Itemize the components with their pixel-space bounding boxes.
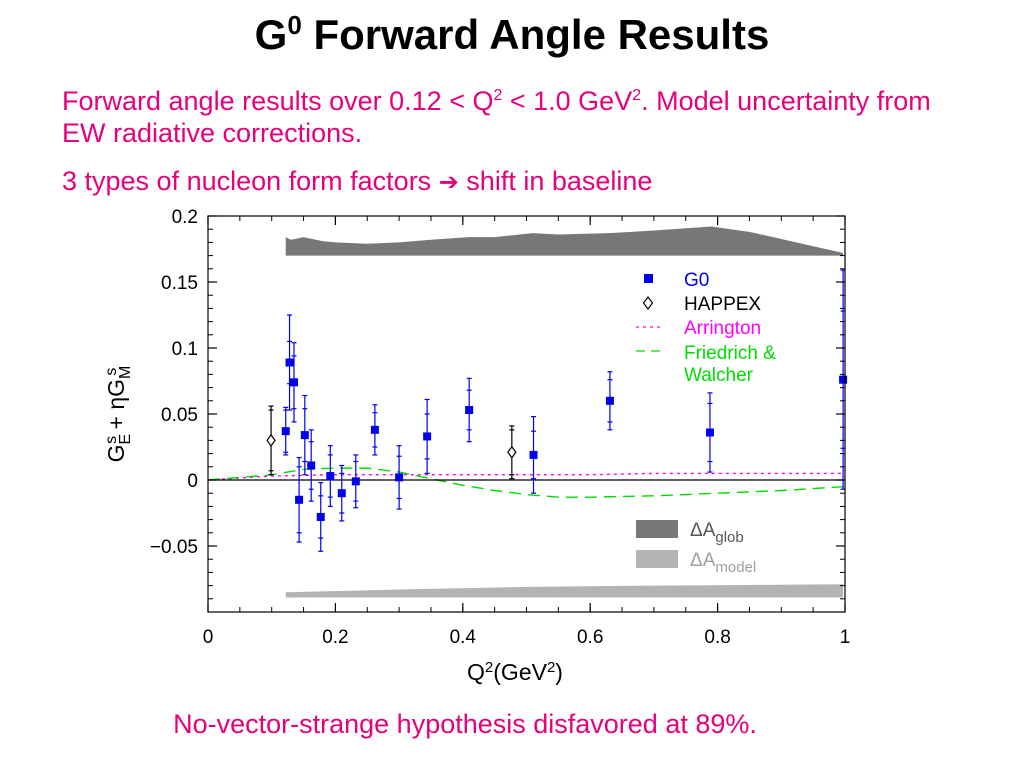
x-tick-label: 1 xyxy=(840,627,851,648)
axes-layer: 0 0.2 0.4 0.6 0.8 1 −0.05 0 0.05 0.1 0.15 0.2 xyxy=(150,207,850,648)
x-tick-label: 0.8 xyxy=(704,627,730,648)
y-tick-label: −0.05 xyxy=(150,537,198,558)
y-tick-label: 0 xyxy=(187,471,198,492)
data-point-square xyxy=(605,371,614,431)
baseline-shift-text: 3 types of nucleon form factors ➔ shift … xyxy=(62,166,653,196)
diamond-marker xyxy=(266,433,276,447)
axis-labels-layer: Q2(GeV2) GEs + ηGMs xyxy=(103,366,563,685)
data-point-square xyxy=(316,482,325,552)
legend-glob-label: ΔAglob xyxy=(690,520,744,546)
legend-happex-label: HAPPEX xyxy=(684,294,761,315)
legend-fw-label-2: Walcher xyxy=(684,365,754,386)
data-point-square xyxy=(326,445,335,507)
x-axis-label: Q2(GeV2) xyxy=(467,659,563,686)
square-marker xyxy=(307,461,316,470)
square-marker xyxy=(285,358,294,367)
data-point-square xyxy=(337,464,346,522)
conclusion-text: No-vector-strange hypothesis disfavored … xyxy=(173,709,757,739)
square-marker xyxy=(605,396,614,405)
legend-model-swatch xyxy=(636,550,678,568)
model-curve-0 xyxy=(207,472,845,481)
square-marker xyxy=(395,473,404,482)
x-tick-label: 0.2 xyxy=(322,627,348,648)
subtitle-text: Forward angle results over 0.12 < Q2 < 1… xyxy=(62,86,931,148)
data-point-square xyxy=(307,429,316,502)
data-point-square xyxy=(395,445,404,510)
square-marker xyxy=(351,477,360,486)
x-tick-label: 0 xyxy=(203,627,214,648)
legend-arrington-label: Arrington xyxy=(684,318,761,339)
data-point-square xyxy=(529,416,538,494)
square-marker xyxy=(295,495,304,504)
data-point-square xyxy=(289,342,298,423)
square-marker xyxy=(281,427,290,436)
square-marker xyxy=(839,375,848,384)
right-arrow-icon: ➔ xyxy=(438,169,459,196)
square-marker xyxy=(705,428,714,437)
square-marker xyxy=(337,489,346,498)
diamond-marker xyxy=(507,445,517,459)
x-tick-label: 0.4 xyxy=(450,627,477,648)
square-marker xyxy=(423,432,432,441)
bands-layer xyxy=(285,226,844,598)
uncertainty-band-0 xyxy=(285,226,844,256)
data-point-diamond xyxy=(507,425,517,480)
square-marker xyxy=(300,431,309,440)
data-point-square xyxy=(300,394,309,476)
data-point-square xyxy=(351,454,360,509)
slide-title: G0 Forward Angle Results xyxy=(254,10,770,58)
square-marker xyxy=(465,406,474,415)
legend-model-label: ΔAmodel xyxy=(690,550,756,576)
data-point-square xyxy=(370,404,379,456)
data-point-square xyxy=(705,392,714,473)
data-point-diamond xyxy=(266,405,276,476)
square-marker xyxy=(529,450,538,459)
x-tick-label: 0.6 xyxy=(577,627,603,648)
data-point-square xyxy=(281,406,290,456)
data-point-square xyxy=(423,398,432,474)
y-tick-label: 0.15 xyxy=(161,273,198,294)
uncertainty-band-1 xyxy=(285,584,844,598)
y-tick-label: 0.1 xyxy=(172,339,198,360)
legend-fw-label-1: Friedrich & xyxy=(684,343,776,364)
data-point-square xyxy=(839,269,848,490)
square-marker xyxy=(316,512,325,521)
square-marker xyxy=(370,425,379,434)
model-curves-layer xyxy=(207,467,846,498)
y-tick-label: 0.05 xyxy=(161,405,198,426)
legend-happex-marker xyxy=(642,296,654,310)
legend-layer: G0 HAPPEX Arrington Friedrich &Walcher ΔAglo… xyxy=(636,270,776,576)
data-point-square xyxy=(295,456,304,543)
legend-g0-label: G0 xyxy=(684,270,709,291)
data-point-square xyxy=(285,314,294,411)
legend-g0-marker xyxy=(644,274,653,283)
y-axis-label: GEs + ηGMs xyxy=(103,366,134,463)
square-marker xyxy=(326,472,335,481)
y-tick-label: 0.2 xyxy=(172,207,198,228)
square-marker xyxy=(289,378,298,387)
data-points-layer xyxy=(266,269,848,552)
model-curve-1 xyxy=(207,467,846,498)
data-point-square xyxy=(465,377,474,443)
plot-frame xyxy=(207,215,846,613)
legend-glob-swatch xyxy=(636,520,678,538)
